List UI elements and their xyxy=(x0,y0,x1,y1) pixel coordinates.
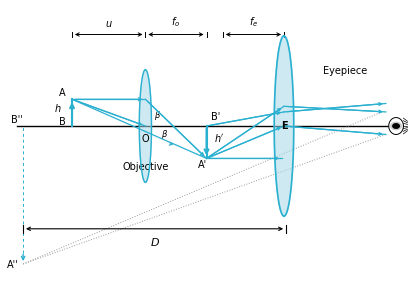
Polygon shape xyxy=(274,36,294,216)
Text: A: A xyxy=(59,89,66,98)
Text: $h'$: $h'$ xyxy=(214,132,225,144)
Text: B': B' xyxy=(211,112,220,122)
Polygon shape xyxy=(389,117,403,134)
Circle shape xyxy=(393,124,399,128)
Text: $h$: $h$ xyxy=(54,102,62,115)
Text: E: E xyxy=(281,121,287,131)
Text: A'': A'' xyxy=(7,260,19,270)
Text: $D$: $D$ xyxy=(150,236,160,248)
Text: $f_o$: $f_o$ xyxy=(171,15,181,29)
Text: B'': B'' xyxy=(11,115,22,125)
Polygon shape xyxy=(139,70,151,182)
Text: β: β xyxy=(161,130,166,139)
Text: B: B xyxy=(59,117,66,127)
Text: A': A' xyxy=(198,160,207,170)
Text: $u$: $u$ xyxy=(105,19,112,29)
Text: Eyepiece: Eyepiece xyxy=(323,66,367,76)
Text: $f_e$: $f_e$ xyxy=(249,15,258,29)
Circle shape xyxy=(391,122,401,130)
Text: O: O xyxy=(142,134,150,143)
Text: β: β xyxy=(154,111,160,119)
Text: Objective: Objective xyxy=(122,162,169,172)
